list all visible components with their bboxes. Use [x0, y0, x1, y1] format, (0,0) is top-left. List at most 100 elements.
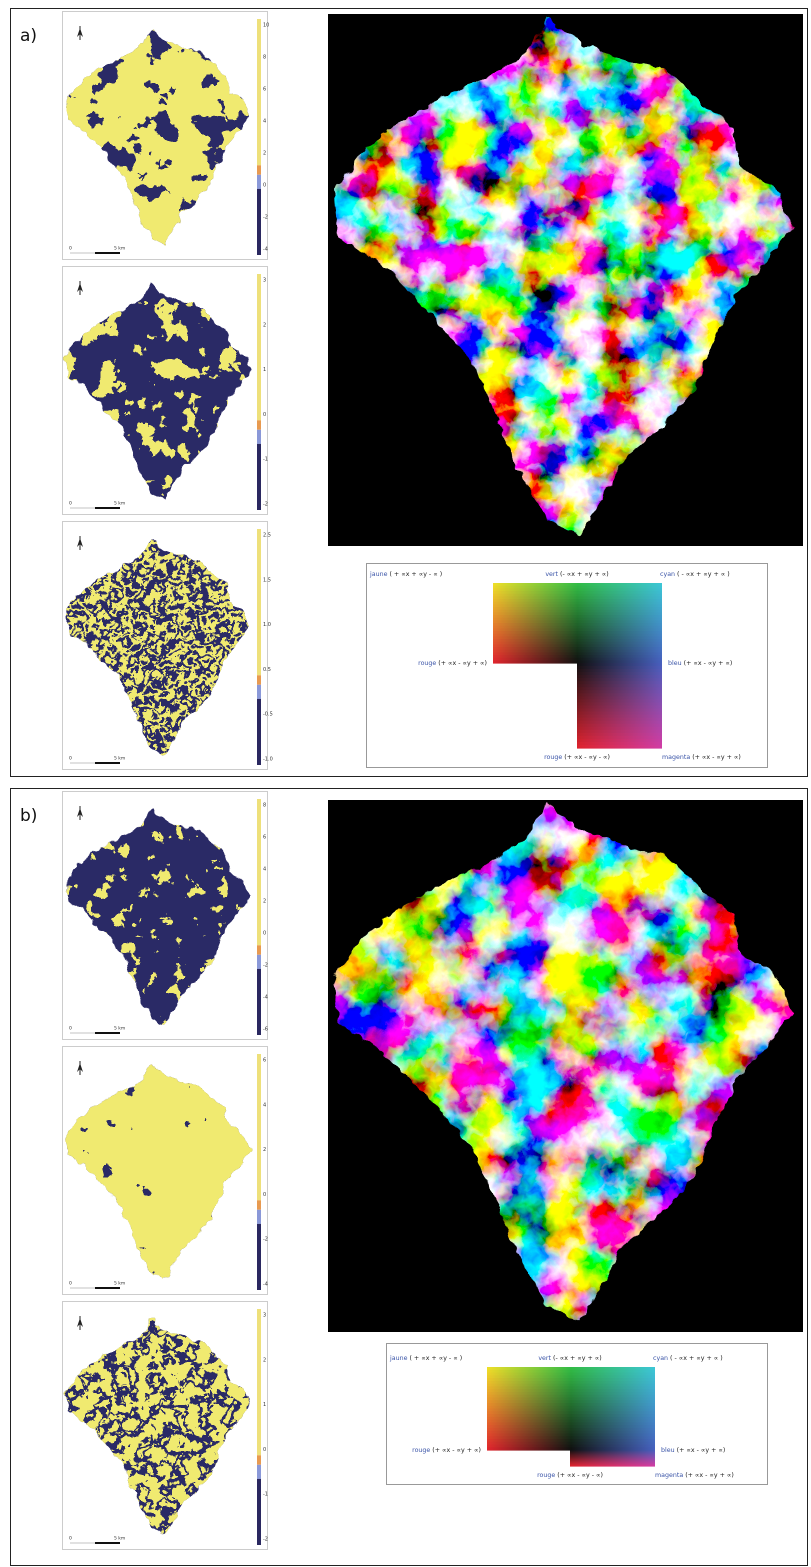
colorbar-tick-label: 2 [263, 322, 266, 328]
colorbar-segment [257, 1200, 261, 1209]
scale-bar-block [95, 252, 120, 254]
colorbar-segment [257, 799, 261, 945]
colorbar-tick-label: 6 [263, 87, 266, 93]
colorbar-tick-label: 1.5 [263, 577, 271, 583]
scale-label: 0 [69, 1281, 72, 1287]
colorbar-tick-label: 1 [263, 1402, 266, 1408]
panel-label: b) [20, 806, 37, 826]
colorbar-tick-label: 6 [263, 1058, 266, 1064]
legend-color-name: jaune [389, 1355, 408, 1362]
legend-label: bleu(+ ∝x - ∝y + ∝) [668, 660, 732, 667]
colorbar-segment [257, 945, 261, 954]
colorbar-tick-label: 0 [263, 412, 266, 418]
scale-label: 0 [69, 246, 72, 252]
colorbar-tick-label: 4 [263, 1102, 266, 1108]
scale-label: 5 km [114, 1536, 125, 1542]
legend-gradient [577, 745, 662, 749]
colorbar-segment [257, 699, 261, 765]
legend-color-name: rouge [537, 1472, 555, 1479]
legend-formula: (+ ∝x - ∝y + ∝) [692, 754, 741, 761]
legend-color-name: jaune [369, 571, 388, 578]
colorbar-tick-label: 8 [263, 803, 266, 809]
legend-formula: ( - ∝x + ∝y + ∝ ) [670, 1355, 723, 1362]
legend-color-name: cyan [653, 1355, 668, 1362]
scale-label: 0 [69, 1026, 72, 1032]
colorbar-segment [257, 165, 261, 174]
colorbar-segment [257, 1054, 261, 1200]
legend-color-name: magenta [655, 1472, 683, 1479]
colorbar-segment [257, 19, 261, 165]
colorbar-tick-label: -2 [263, 215, 268, 221]
legend-label: vert(- ∝x + ∝y + ∝) [545, 571, 608, 578]
scale-label: 5 km [114, 1281, 125, 1287]
legend-label: rouge(+ ∝x - ∝y - ∝) [544, 754, 610, 761]
colorbar-tick-label: -2 [263, 963, 268, 969]
colorbar-tick-label: 0 [263, 931, 266, 937]
scale-label: 5 km [114, 756, 125, 762]
colorbar-segment [257, 1224, 261, 1290]
colorbar-tick-label: -4 [263, 247, 268, 253]
legend-label: magenta(+ ∝x - ∝y + ∝) [662, 754, 741, 761]
colorbar-tick-label: 0 [263, 1192, 266, 1198]
colorbar-segment [257, 444, 261, 510]
legend-color-name: bleu [661, 1447, 675, 1454]
colorbar-segment [257, 420, 261, 429]
legend-formula: (+ ∝x - ∝y - ∝) [557, 1472, 603, 1479]
colorbar-segment [257, 1309, 261, 1455]
colorbar-tick-label: 0 [263, 1447, 266, 1453]
colorbar-tick-label: 4 [263, 867, 266, 873]
legend-formula: ( + ∝x + ∝y - ∝ ) [409, 1355, 462, 1362]
legend-formula: (+ ∝x - ∝y + ∝) [432, 1447, 481, 1454]
legend-color-name: rouge [418, 660, 436, 667]
legend-color-name: bleu [668, 660, 682, 667]
legend-label: magenta(+ ∝x - ∝y + ∝) [655, 1472, 734, 1479]
colorbar-tick-label: 2 [263, 899, 266, 905]
colorbar-segment [257, 1210, 261, 1224]
scale-label: 5 km [114, 1026, 125, 1032]
colorbar-tick-label: -1 [263, 1492, 268, 1498]
colorbar-tick-label: 3 [263, 1313, 266, 1319]
body: {"panels": [ {"label": "a)", "maps": [ {… [0, 0, 811, 1567]
scale-bar-block [95, 1542, 120, 1544]
panel-label: a) [20, 26, 37, 46]
colorbar-segment [257, 1455, 261, 1464]
colorbar-tick-label: 1 [263, 367, 266, 373]
legend-label: vert(- ∝x + ∝y + ∝) [538, 1355, 601, 1362]
legend-formula: (+ ∝x - ∝y - ∝) [564, 754, 610, 761]
legend-color-name: rouge [412, 1447, 430, 1454]
colorbar-tick-label: 0 [263, 183, 266, 189]
colorbar-tick-label: -0.5 [263, 712, 273, 718]
legend-label: jaune( + ∝x + ∝y - ∝ ) [389, 1355, 462, 1362]
colorbar-segment [257, 274, 261, 420]
figure: a)1086420-2-405 km3210-1-205 km2.51.51.0… [0, 0, 811, 1567]
colorbar-tick-label: 3 [263, 278, 266, 284]
legend-formula: (- ∝x + ∝y + ∝) [560, 571, 609, 578]
colorbar-tick-label: 10 [263, 23, 269, 29]
legend-label: rouge(+ ∝x - ∝y + ∝) [412, 1447, 481, 1454]
colorbar-segment [257, 1479, 261, 1545]
scale-bar-block [95, 762, 120, 764]
colorbar-tick-label: -2 [263, 1237, 268, 1243]
scale-bar-block [95, 1032, 120, 1034]
colorbar-tick-label: 2 [263, 151, 266, 157]
colorbar-tick-label: 1.0 [263, 622, 271, 628]
legend-formula: ( + ∝x + ∝y - ∝ ) [389, 571, 442, 578]
legend-label: jaune( + ∝x + ∝y - ∝ ) [369, 571, 442, 578]
legend-label: cyan( - ∝x + ∝y + ∝ ) [653, 1355, 723, 1362]
legend-color-name: vert [538, 1355, 551, 1362]
scale-label: 0 [69, 756, 72, 762]
colorbar-segment [257, 685, 261, 699]
scale-bar-block [95, 507, 120, 509]
colorbar-segment [257, 969, 261, 1035]
colorbar-segment [257, 675, 261, 684]
colorbar-tick-label: -1 [263, 457, 268, 463]
colorbar-tick-label: 2 [263, 1147, 266, 1153]
colorbar-tick-label: -1.0 [263, 757, 273, 763]
colorbar-tick-label: -4 [263, 1282, 268, 1288]
colorbar-segment [257, 1465, 261, 1479]
legend-label: rouge(+ ∝x - ∝y + ∝) [418, 660, 487, 667]
legend-formula: ( - ∝x + ∝y + ∝ ) [677, 571, 730, 578]
legend-formula: (+ ∝x - ∝y + ∝) [677, 1447, 726, 1454]
legend-formula: (+ ∝x - ∝y + ∝) [684, 660, 733, 667]
colorbar-tick-label: 4 [263, 119, 266, 125]
